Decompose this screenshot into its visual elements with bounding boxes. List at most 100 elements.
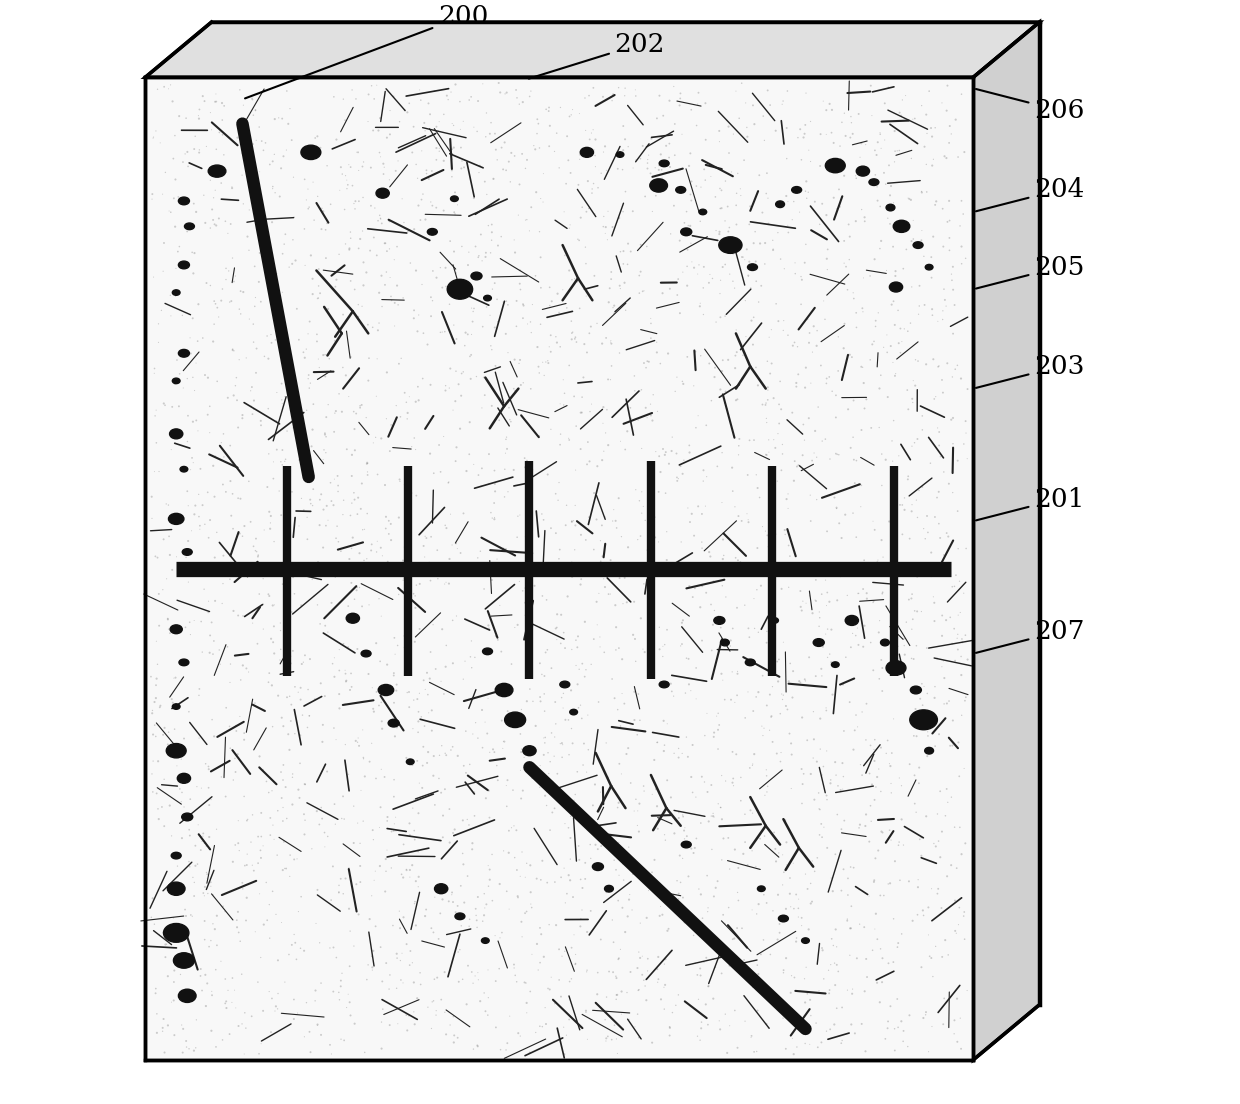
Point: [365, 199, 384, 216]
Point: [179, 1040, 198, 1058]
Point: [415, 211, 435, 229]
Point: [852, 766, 872, 784]
Point: [696, 94, 715, 112]
Point: [578, 433, 598, 450]
Point: [273, 245, 293, 263]
Point: [275, 860, 295, 878]
Point: [729, 446, 749, 464]
Point: [588, 964, 608, 981]
Point: [460, 755, 480, 773]
Point: [512, 843, 532, 861]
Point: [812, 940, 832, 957]
Point: [441, 83, 461, 100]
Point: [947, 502, 967, 520]
Point: [539, 278, 559, 296]
Point: [367, 543, 387, 561]
Point: [688, 84, 708, 102]
Point: [160, 625, 180, 643]
Point: [745, 223, 765, 241]
Point: [523, 137, 543, 155]
Point: [222, 507, 242, 524]
Point: [711, 285, 730, 302]
Point: [267, 905, 286, 923]
Point: [629, 981, 649, 999]
Point: [898, 322, 918, 340]
Point: [636, 399, 656, 416]
Point: [528, 358, 548, 375]
Point: [892, 777, 911, 795]
Point: [759, 571, 779, 588]
Point: [423, 992, 443, 1010]
Point: [176, 549, 196, 566]
Point: [626, 481, 646, 499]
Point: [205, 488, 224, 506]
Point: [776, 1040, 796, 1058]
Point: [226, 267, 246, 285]
Point: [774, 964, 794, 981]
Point: [547, 630, 567, 648]
Point: [394, 384, 414, 402]
Point: [719, 957, 739, 975]
Point: [756, 410, 776, 427]
Point: [630, 914, 650, 932]
Point: [304, 587, 324, 605]
Point: [562, 513, 582, 531]
Point: [217, 999, 237, 1017]
Point: [273, 772, 293, 789]
Point: [393, 570, 413, 587]
Point: [179, 407, 198, 425]
Point: [828, 777, 848, 795]
Point: [667, 286, 687, 304]
Point: [236, 149, 255, 167]
Point: [407, 576, 427, 594]
Point: [262, 1023, 281, 1041]
Point: [866, 311, 885, 329]
Point: [667, 369, 687, 386]
Point: [847, 619, 867, 637]
Point: [472, 252, 492, 269]
Point: [609, 949, 629, 967]
Polygon shape: [145, 77, 973, 1060]
Point: [296, 994, 316, 1011]
Point: [511, 762, 531, 779]
Point: [879, 955, 899, 973]
Ellipse shape: [166, 744, 186, 757]
Point: [761, 354, 781, 372]
Point: [303, 285, 322, 302]
Point: [558, 587, 578, 605]
Point: [693, 461, 713, 479]
Point: [911, 603, 931, 620]
Point: [193, 558, 213, 575]
Point: [866, 778, 885, 796]
Point: [827, 956, 847, 974]
Point: [429, 930, 449, 947]
Point: [350, 397, 370, 415]
Point: [591, 837, 611, 854]
Point: [761, 709, 781, 726]
Point: [526, 1023, 546, 1041]
Point: [817, 597, 837, 615]
Point: [753, 395, 773, 413]
Point: [816, 625, 836, 643]
Point: [804, 703, 823, 721]
Point: [546, 715, 565, 733]
Point: [940, 737, 960, 755]
Point: [299, 370, 319, 388]
Point: [285, 678, 305, 696]
Point: [254, 254, 274, 272]
Point: [588, 986, 608, 1004]
Point: [777, 856, 797, 873]
Point: [223, 250, 243, 267]
Point: [337, 180, 357, 198]
Point: [746, 273, 766, 290]
Point: [911, 222, 931, 240]
Point: [785, 968, 805, 986]
Point: [738, 466, 758, 484]
Point: [614, 117, 634, 135]
Point: [930, 529, 950, 546]
Point: [687, 829, 707, 847]
Point: [347, 640, 367, 658]
Point: [393, 552, 413, 570]
Point: [810, 617, 830, 635]
Point: [408, 878, 428, 895]
